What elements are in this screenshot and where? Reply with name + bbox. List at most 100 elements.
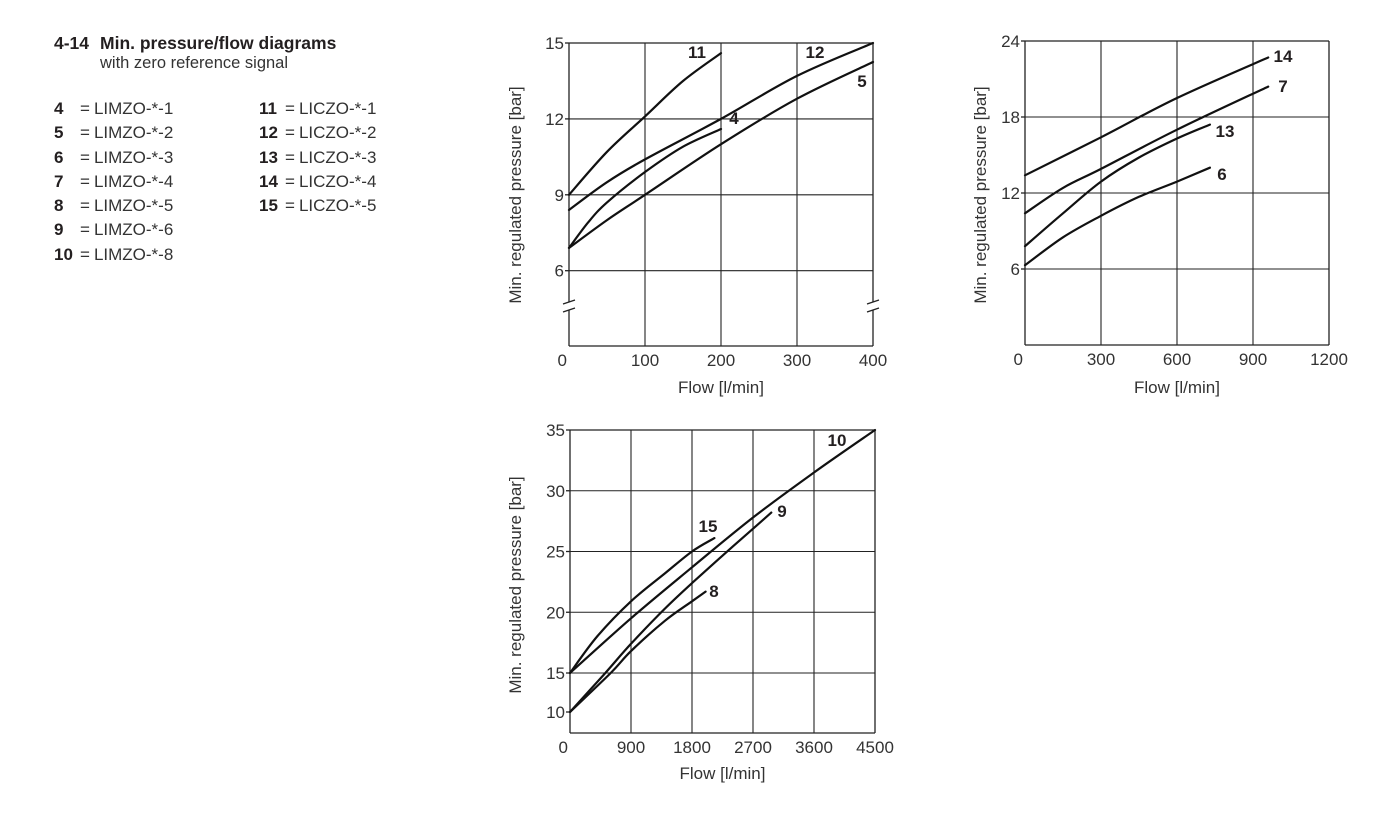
x-tick-label: 1200 bbox=[1310, 350, 1348, 369]
curve-label-12: 12 bbox=[806, 43, 825, 62]
chart-limzo-1-2-liczo-1-2: 6 9 12 15 0 100 200 300 400 Flow [l/min] Min. regu… bbox=[506, 34, 887, 397]
curve-label-11: 11 bbox=[688, 43, 706, 62]
legend-item: 15 = LICZO-*-5 bbox=[259, 194, 376, 218]
x-tick-label: 3600 bbox=[795, 738, 833, 757]
x-tick-label: 300 bbox=[783, 351, 811, 370]
y-tick-label: 25 bbox=[546, 543, 565, 562]
legend-key: 15 bbox=[259, 196, 278, 216]
plot-frame bbox=[562, 42, 880, 347]
curve-label-7: 7 bbox=[1278, 77, 1287, 96]
legend-label: LIMZO-*-1 bbox=[93, 99, 174, 118]
equals-sign: = bbox=[285, 147, 295, 167]
x-tick-label: 600 bbox=[1163, 350, 1191, 369]
legend-key: 6 bbox=[54, 147, 64, 167]
legend-label: LICZO-*-5 bbox=[298, 196, 377, 216]
legend-key: 5 bbox=[54, 123, 64, 143]
curve-7 bbox=[1023, 85, 1270, 215]
curve-label-6: 6 bbox=[1217, 165, 1226, 184]
y-tick-label: 12 bbox=[1001, 184, 1020, 203]
legend-item: 10 = LIMZO-*-8 bbox=[54, 243, 173, 267]
x-tick-label: 400 bbox=[859, 351, 887, 370]
x-axis-title: Flow [l/min] bbox=[680, 764, 766, 783]
curve-14 bbox=[1023, 56, 1270, 177]
axis-break-mark bbox=[866, 299, 880, 305]
y-tick-label: 30 bbox=[546, 482, 565, 501]
x-axis-ticks: 0 300 600 900 1200 bbox=[1014, 350, 1348, 369]
legend-key: 14 bbox=[259, 171, 278, 191]
legend-label: LIMZO-*-8 bbox=[93, 244, 174, 264]
section-number: 4-14 bbox=[54, 33, 90, 53]
curve-11 bbox=[567, 52, 723, 196]
curves: 11 12 4 5 bbox=[567, 41, 875, 249]
legend-label: LICZO-*-2 bbox=[298, 123, 377, 143]
legend-key: 4 bbox=[54, 99, 64, 118]
legend-key: 10 bbox=[54, 244, 73, 264]
legend-item: 12 = LICZO-*-2 bbox=[259, 121, 376, 145]
legend-key: 13 bbox=[259, 147, 278, 167]
equals-sign: = bbox=[80, 244, 90, 264]
y-tick-label: 18 bbox=[1001, 108, 1020, 127]
legend-item: 11 = LICZO-*-1 bbox=[259, 97, 376, 121]
legend-item: 5 = LIMZO-*-2 bbox=[54, 121, 173, 145]
legend-key: 12 bbox=[259, 123, 278, 143]
curve-6 bbox=[1023, 166, 1211, 267]
x-tick-label: 1800 bbox=[673, 738, 711, 757]
y-tick-label: 20 bbox=[546, 603, 565, 622]
y-tick-label: 24 bbox=[1001, 32, 1020, 51]
legend-label: LICZO-*-4 bbox=[298, 171, 377, 191]
chart-limzo-5-6-8-liczo-5: 10 15 20 25 30 35 0 900 1800 2700 3600 4500 Flow [l/… bbox=[506, 421, 894, 783]
y-tick-label: 6 bbox=[555, 262, 564, 281]
curve-4 bbox=[567, 127, 723, 249]
y-tick-label: 15 bbox=[546, 664, 565, 683]
equals-sign: = bbox=[80, 220, 90, 240]
equals-sign: = bbox=[285, 171, 295, 191]
chart-limzo-3-4-liczo-3-4: 6 12 18 24 0 300 600 900 1200 Flow [l/min] Min. re… bbox=[971, 32, 1348, 397]
legend-item: 9 = LIMZO-*-6 bbox=[54, 218, 173, 242]
curve-label-10: 10 bbox=[828, 431, 847, 450]
y-tick-label: 15 bbox=[545, 34, 564, 53]
y-tick-label: 10 bbox=[546, 703, 565, 722]
x-axis-title: Flow [l/min] bbox=[678, 378, 764, 397]
x-tick-label: 0 bbox=[1014, 350, 1023, 369]
axis-break-mark bbox=[562, 307, 576, 313]
section-title: Min. pressure/flow diagrams bbox=[100, 33, 337, 53]
legend-label: LIMZO-*-2 bbox=[93, 123, 174, 143]
plot-frame bbox=[1024, 40, 1330, 346]
legend-item: 13 = LICZO-*-3 bbox=[259, 146, 376, 170]
y-axis-title: Min. regulated pressure [bar] bbox=[971, 86, 990, 303]
curve-label-14: 14 bbox=[1274, 47, 1293, 66]
curve-12 bbox=[567, 41, 875, 212]
x-tick-label: 900 bbox=[1239, 350, 1267, 369]
legend-block: 4-14 Min. pressure/flow diagrams with zer… bbox=[54, 33, 376, 264]
x-axis-title: Flow [l/min] bbox=[1134, 378, 1220, 397]
y-axis-title: Min. regulated pressure [bar] bbox=[506, 86, 525, 303]
legend-key: 7 bbox=[54, 171, 64, 191]
y-tick-label: 35 bbox=[546, 421, 565, 440]
legend-label: LIMZO-*-6 bbox=[93, 220, 174, 240]
curve-label-4: 4 bbox=[729, 109, 739, 128]
legend-column-liczo: 11 = LICZO-*-1 12 = LICZO-*-2 13 = LICZO-*-3 1… bbox=[259, 97, 376, 218]
legend-item: 6 = LIMZO-*-3 bbox=[54, 146, 173, 170]
legend-item: 14 = LICZO-*-4 bbox=[259, 170, 376, 194]
gridlines bbox=[570, 430, 875, 733]
y-tick-label: 9 bbox=[555, 186, 564, 205]
curve-label-15: 15 bbox=[699, 517, 718, 536]
x-tick-label: 100 bbox=[631, 351, 659, 370]
axis-break-mark bbox=[562, 299, 576, 305]
legend-label: LIMZO-*-3 bbox=[93, 147, 174, 167]
curve-10 bbox=[568, 428, 877, 675]
equals-sign: = bbox=[80, 123, 90, 143]
curve-13 bbox=[1023, 123, 1211, 248]
x-tick-label: 900 bbox=[617, 738, 645, 757]
section-subtitle: with zero reference signal bbox=[100, 54, 289, 72]
curve-9 bbox=[568, 511, 773, 714]
x-tick-label: 4500 bbox=[856, 738, 894, 757]
curve-label-8: 8 bbox=[709, 582, 718, 601]
curve-label-13: 13 bbox=[1216, 122, 1235, 141]
axis-break-mark bbox=[866, 307, 880, 313]
y-axis-ticks: 10 15 20 25 30 35 bbox=[546, 421, 570, 722]
legend-label: LICZO-*-1 bbox=[298, 99, 377, 118]
curve-8 bbox=[568, 590, 707, 714]
equals-sign: = bbox=[80, 99, 90, 118]
x-tick-label: 0 bbox=[559, 738, 568, 757]
